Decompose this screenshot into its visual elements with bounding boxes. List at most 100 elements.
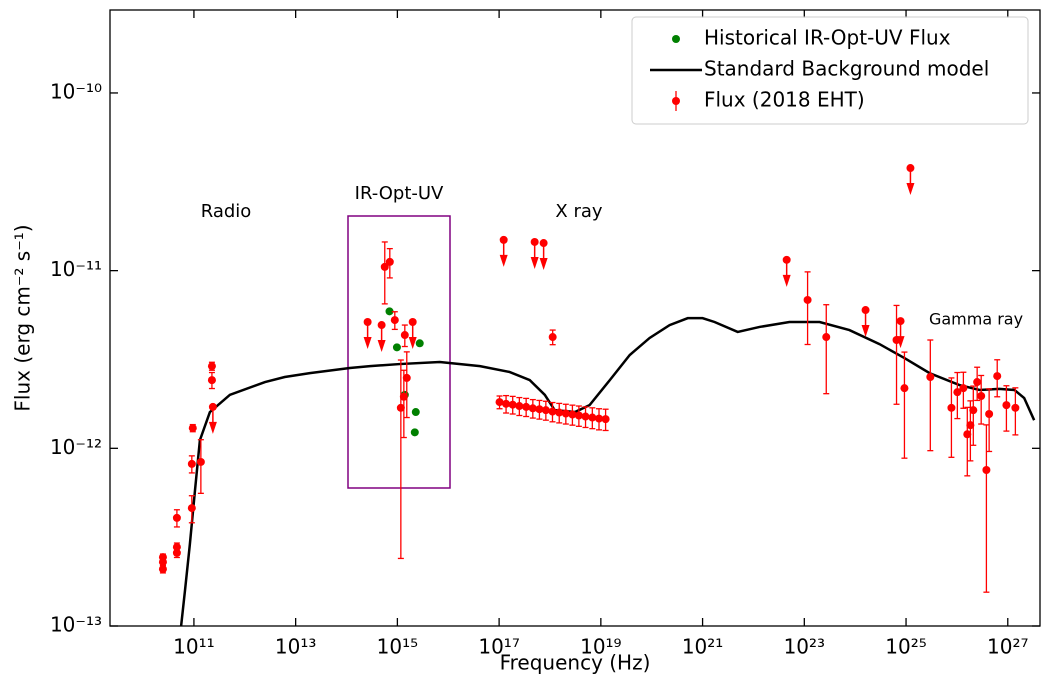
point bbox=[993, 372, 1002, 381]
point bbox=[158, 565, 167, 574]
point bbox=[588, 413, 597, 422]
upper-limit-head bbox=[377, 340, 386, 353]
point bbox=[595, 414, 604, 423]
legend-label: Historical IR-Opt-UV Flux bbox=[704, 26, 951, 50]
point bbox=[947, 403, 956, 412]
point bbox=[601, 415, 610, 424]
point bbox=[969, 406, 978, 415]
point bbox=[411, 408, 420, 417]
point bbox=[528, 404, 537, 413]
point bbox=[188, 424, 197, 433]
y-tick-label: 10⁻¹² bbox=[50, 435, 102, 459]
legend-swatch bbox=[672, 35, 680, 43]
point bbox=[208, 402, 217, 411]
y-tick-label: 10⁻¹³ bbox=[50, 613, 102, 637]
annotation: Radio bbox=[201, 201, 252, 222]
point bbox=[408, 317, 417, 326]
point bbox=[953, 388, 962, 397]
point bbox=[396, 403, 405, 412]
point bbox=[900, 384, 909, 393]
annotation: X ray bbox=[555, 201, 602, 222]
point bbox=[822, 333, 831, 342]
point bbox=[502, 399, 511, 408]
upper-limit-head bbox=[363, 336, 372, 349]
point bbox=[172, 513, 181, 522]
legend-label: Flux (2018 EHT) bbox=[704, 88, 865, 112]
point bbox=[906, 164, 915, 173]
point bbox=[530, 237, 539, 246]
point bbox=[1011, 403, 1020, 412]
plot-area bbox=[158, 164, 1036, 626]
model-line bbox=[179, 316, 1036, 626]
x-tick-label: 10¹¹ bbox=[173, 635, 214, 659]
point bbox=[508, 400, 517, 409]
point bbox=[172, 548, 181, 557]
point bbox=[966, 421, 975, 430]
point bbox=[385, 307, 394, 316]
point bbox=[385, 257, 394, 266]
point bbox=[782, 255, 791, 264]
point bbox=[390, 316, 399, 325]
point bbox=[896, 317, 905, 326]
legend-box bbox=[631, 16, 1029, 125]
annotation: Gamma ray bbox=[929, 310, 1023, 329]
point bbox=[399, 392, 408, 401]
point bbox=[207, 362, 216, 371]
point bbox=[977, 391, 986, 400]
annotation: IR-Opt-UV bbox=[355, 183, 444, 204]
point bbox=[522, 402, 531, 411]
point bbox=[400, 331, 409, 340]
x-tick-label: 10¹⁷ bbox=[478, 635, 519, 659]
point bbox=[548, 407, 557, 416]
point bbox=[187, 459, 196, 468]
point bbox=[574, 411, 583, 420]
x-tick-label: 10²³ bbox=[784, 635, 825, 659]
point bbox=[158, 558, 167, 567]
upper-limit-head bbox=[408, 336, 417, 349]
point bbox=[541, 406, 550, 415]
point bbox=[196, 457, 205, 466]
point bbox=[363, 317, 372, 326]
point bbox=[803, 295, 812, 304]
point bbox=[581, 412, 590, 421]
x-tick-label: 10¹⁵ bbox=[377, 635, 418, 659]
point bbox=[892, 336, 901, 345]
x-tick-label: 10¹⁹ bbox=[580, 635, 621, 659]
point bbox=[926, 372, 935, 381]
point bbox=[963, 430, 972, 439]
point bbox=[985, 410, 994, 419]
point bbox=[377, 321, 386, 330]
point bbox=[973, 378, 982, 387]
y-axis-label: Flux (erg cm⁻² s⁻¹) bbox=[11, 224, 35, 411]
point bbox=[561, 409, 570, 418]
upper-limit-head bbox=[539, 258, 548, 271]
point bbox=[1002, 401, 1011, 410]
upper-limit-head bbox=[906, 183, 915, 196]
point bbox=[515, 402, 524, 411]
point bbox=[548, 333, 557, 342]
point bbox=[187, 504, 196, 513]
point bbox=[555, 408, 564, 417]
y-tick-label: 10⁻¹¹ bbox=[50, 257, 102, 281]
legend-label: Standard Background model bbox=[704, 57, 989, 81]
point bbox=[495, 398, 504, 407]
ir-opt-uv-box bbox=[347, 215, 451, 489]
upper-limit-head bbox=[208, 421, 217, 434]
x-tick-label: 10²¹ bbox=[682, 635, 723, 659]
x-tick-label: 10¹³ bbox=[275, 635, 316, 659]
point bbox=[380, 262, 389, 271]
point bbox=[982, 466, 991, 475]
point bbox=[861, 306, 870, 315]
point bbox=[539, 239, 548, 248]
x-axis-label: Frequency (Hz) bbox=[500, 651, 651, 675]
point bbox=[410, 428, 419, 437]
upper-limit-head bbox=[782, 274, 791, 287]
y-tick-label: 10⁻¹⁰ bbox=[50, 79, 102, 103]
point bbox=[207, 376, 216, 385]
x-tick-label: 10²⁵ bbox=[885, 635, 926, 659]
point bbox=[499, 235, 508, 244]
point bbox=[535, 405, 544, 414]
upper-limit-head bbox=[861, 325, 870, 338]
plot-frame bbox=[109, 9, 1041, 627]
